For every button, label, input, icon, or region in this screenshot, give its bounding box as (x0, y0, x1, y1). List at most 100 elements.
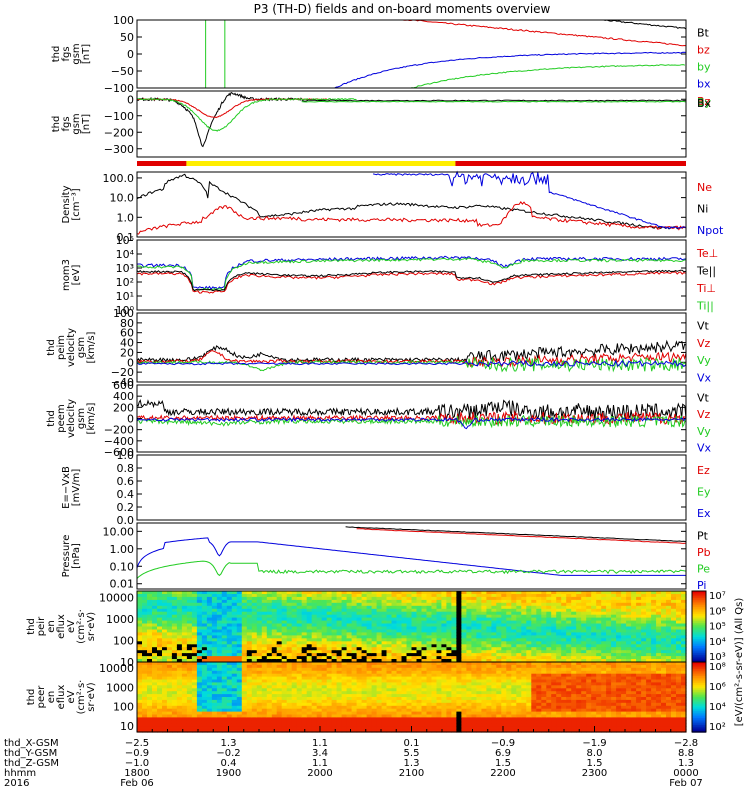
spectrogram-cell (351, 664, 358, 669)
spectrogram-cell (376, 726, 383, 730)
spectrogram-cell (366, 620, 373, 625)
spectrogram-cell (461, 632, 467, 636)
spectrogram-cell (266, 611, 273, 616)
spectrogram-cell (371, 679, 378, 683)
spectrogram-cell (536, 635, 542, 639)
spectrogram-cell (526, 664, 532, 669)
spectrogram-cell (476, 711, 482, 716)
spectrogram-cell (466, 682, 472, 686)
spectrogram-cell (236, 647, 243, 651)
spectrogram-cell (576, 617, 582, 622)
spectrogram-cell (231, 708, 238, 713)
spectrogram-cell (246, 673, 253, 678)
spectrogram-cell (481, 653, 487, 657)
spectrogram-cell (616, 599, 622, 604)
spectrogram-cell (157, 685, 163, 689)
spectrogram-cell (651, 599, 657, 604)
spectrogram-cell (186, 717, 193, 721)
spectrogram-cell (191, 629, 198, 634)
spectrogram-cell (491, 697, 497, 701)
spectrogram-cell (196, 699, 203, 704)
spectrogram-cell (201, 697, 208, 701)
spectrogram-cell (251, 673, 258, 678)
spectrogram-cell (266, 591, 273, 595)
spectrogram-cell (336, 653, 343, 657)
spectrogram-cell (476, 617, 482, 622)
spectrogram-cell (181, 682, 188, 686)
spectrogram-cell (142, 596, 148, 601)
spectrogram-cell (426, 714, 433, 718)
spectrogram-cell (461, 608, 467, 613)
spectrogram-cell (162, 729, 168, 733)
spectrogram-cell (196, 662, 203, 666)
spectrogram-cell (246, 694, 253, 698)
spectrogram-cell (541, 626, 547, 631)
spectrogram-cell (331, 711, 338, 716)
spectrogram-cell (201, 626, 208, 631)
spectrogram-cell (301, 614, 308, 619)
spectrogram-cell (346, 729, 353, 733)
spectrogram-cell (306, 702, 313, 707)
spectrogram-cell (631, 659, 637, 663)
spectrogram-cell (646, 641, 652, 645)
spectrogram-cell (152, 635, 158, 639)
y-axis-label-line: peir (36, 616, 47, 636)
spectrogram-cell (461, 726, 467, 730)
spectrogram-cell (216, 659, 223, 663)
spectrogram-cell (201, 594, 208, 598)
spectrogram-cell (586, 605, 592, 610)
spectrogram-cell (471, 608, 477, 613)
spectrogram-cell (316, 702, 323, 707)
spectrogram-cell (171, 662, 178, 666)
spectrogram-cell (376, 659, 383, 663)
spectrogram-cell (551, 594, 557, 598)
spectrogram-cell (611, 641, 617, 645)
spectrogram-cell (551, 688, 557, 692)
spectrogram-cell (486, 644, 492, 648)
spectrogram-cell (286, 611, 293, 616)
spectrogram-cell (416, 614, 423, 619)
spectrogram-cell (281, 611, 288, 616)
spectrogram-cell (191, 594, 198, 598)
spectrogram-cell (286, 711, 293, 716)
spectrogram-cell (166, 641, 173, 645)
spectrogram-cell (411, 708, 418, 713)
spectrogram-cell (556, 635, 562, 639)
spectrogram-cell (251, 608, 258, 613)
spectrogram-cell (201, 691, 208, 695)
spectrogram-cell (481, 714, 487, 718)
spectrogram-cell (291, 617, 298, 622)
spectrogram-cell (142, 626, 148, 631)
spectrogram-cell (451, 711, 457, 716)
spectrogram-cell (266, 629, 273, 634)
spectrogram-cell (316, 676, 323, 681)
spectrogram-cell (596, 650, 602, 654)
spectrogram-cell (621, 641, 627, 645)
spectrogram-cell (176, 723, 183, 727)
spectrogram-cell (601, 608, 607, 613)
spectrogram-cell (176, 594, 183, 598)
spectrogram-cell (501, 623, 507, 628)
spectrogram-cell (481, 626, 487, 631)
spectrogram-cell (331, 691, 338, 695)
spectrogram-cell (356, 591, 363, 595)
spectrogram-cell (171, 599, 178, 604)
spectrogram-cell (506, 708, 512, 713)
spectrogram-cell (391, 662, 398, 666)
spectrogram-cell (181, 617, 188, 622)
spectrogram-cell (426, 717, 433, 721)
spectrogram-cell (186, 632, 193, 636)
spectrogram-cell (306, 679, 313, 683)
spectrogram-cell (511, 679, 517, 683)
spectrogram-cell (336, 635, 343, 639)
spectrogram-cell (196, 697, 203, 701)
spectrogram-cell (556, 688, 562, 692)
spectrogram-cell (661, 656, 667, 660)
spectrogram-cell (296, 650, 303, 654)
spectrogram-cell (206, 659, 213, 663)
spectrogram-cell (236, 620, 243, 625)
spectrogram-cell (201, 647, 208, 651)
spectrogram-cell (571, 602, 577, 607)
spectrogram-cell (486, 688, 492, 692)
spectrogram-cell (176, 714, 183, 718)
